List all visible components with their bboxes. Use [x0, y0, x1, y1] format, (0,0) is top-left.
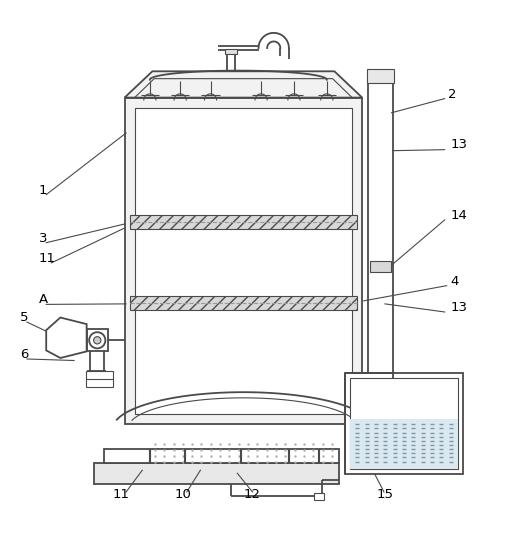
- Bar: [349, 378, 458, 469]
- Bar: [135, 108, 352, 413]
- Text: 2: 2: [448, 88, 457, 101]
- Bar: [87, 329, 108, 351]
- Circle shape: [94, 337, 101, 344]
- Bar: [130, 215, 357, 229]
- Bar: [125, 98, 362, 424]
- Polygon shape: [125, 71, 362, 98]
- Text: 14: 14: [451, 209, 467, 222]
- Bar: [94, 463, 340, 485]
- Text: 11: 11: [113, 488, 129, 501]
- Bar: [367, 69, 393, 84]
- Text: 11: 11: [39, 252, 56, 265]
- Bar: [349, 419, 458, 469]
- Text: 4: 4: [451, 275, 459, 288]
- Bar: [370, 261, 391, 272]
- Bar: [104, 449, 340, 463]
- Text: 5: 5: [20, 311, 28, 324]
- Text: 15: 15: [377, 488, 393, 501]
- Text: 13: 13: [451, 138, 467, 151]
- Text: 12: 12: [244, 488, 261, 501]
- Text: 3: 3: [39, 232, 47, 245]
- Text: 6: 6: [20, 348, 28, 361]
- Text: A: A: [39, 293, 48, 306]
- Bar: [345, 373, 463, 474]
- Bar: [86, 371, 114, 387]
- Text: 13: 13: [451, 301, 467, 314]
- Circle shape: [89, 332, 105, 348]
- Text: 1: 1: [39, 184, 47, 197]
- Text: 10: 10: [174, 488, 191, 501]
- Polygon shape: [46, 317, 87, 358]
- Bar: [225, 49, 237, 54]
- Bar: [314, 494, 324, 500]
- Bar: [130, 296, 357, 310]
